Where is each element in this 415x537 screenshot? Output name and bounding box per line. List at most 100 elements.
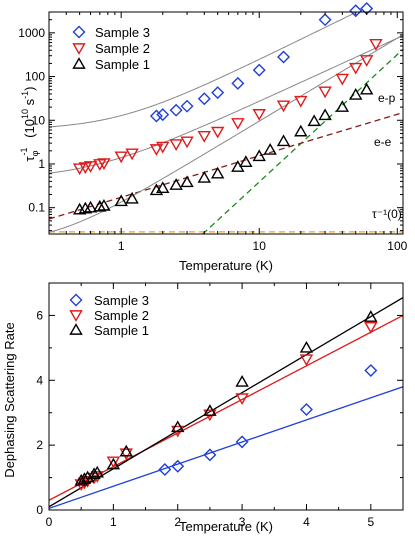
top-legend-marker-1 xyxy=(72,43,86,55)
bottom-ytick-label: 4 xyxy=(36,373,43,387)
bottom-plot-frame xyxy=(48,282,404,511)
top-y-units-s-exp: -1 xyxy=(20,91,30,99)
top-y-units-close: ) xyxy=(22,87,37,91)
top-y-symbol-sub: φ xyxy=(30,150,40,156)
top-point-s1-13 xyxy=(231,118,245,130)
top-point-s0-9 xyxy=(318,13,332,27)
bottom-point-s2-9 xyxy=(235,374,249,387)
top-point-s2-17 xyxy=(276,134,291,147)
top-point-s1-2 xyxy=(83,161,98,173)
top-point-s2-10 xyxy=(180,175,194,188)
bottom-legend-marker-1 xyxy=(69,310,83,322)
top-reference-lines xyxy=(49,48,403,234)
top-point-s1-4 xyxy=(97,158,111,170)
bottom-xtick-label: 5 xyxy=(367,515,374,529)
top-point-s2-14 xyxy=(239,155,253,167)
top-xtick-label: 100 xyxy=(387,239,407,253)
top-point-s2-8 xyxy=(156,181,170,193)
bottom-ytick-label: 2 xyxy=(36,438,43,452)
top-legend-label-1: Sample 2 xyxy=(95,41,150,56)
top-point-s2-20 xyxy=(318,108,332,121)
bottom-xtick-label: 4 xyxy=(303,515,310,529)
top-point-s1-9 xyxy=(169,139,183,152)
top-legend-marker-2 xyxy=(72,57,86,69)
bottom-xtick-label: 3 xyxy=(239,515,246,529)
top-point-s2-18 xyxy=(294,124,308,137)
bottom-point-s2-1 xyxy=(77,472,92,485)
bottom-point-s2-3 xyxy=(87,467,101,480)
top-point-s1-6 xyxy=(125,148,139,161)
bottom-ytick-label: 6 xyxy=(36,308,43,322)
bottom-axis-ticks: 0 1 2 3 4 5 0 2 4 6 xyxy=(36,283,403,529)
top-point-s0-3 xyxy=(180,99,194,113)
bottom-point-s0-1 xyxy=(171,459,185,473)
top-point-s0-4 xyxy=(197,92,211,106)
top-point-s2-16 xyxy=(263,142,277,155)
bottom-point-s1-10 xyxy=(299,354,314,367)
bottom-point-s2-5 xyxy=(106,457,121,470)
bottom-legend-label-1: Sample 2 xyxy=(94,308,149,323)
top-point-s2-5 xyxy=(114,194,128,207)
top-point-s0-10 xyxy=(349,4,363,18)
top-point-s2-11 xyxy=(197,170,212,183)
reference-line-1 xyxy=(49,111,403,220)
bottom-ytick-label: 0 xyxy=(36,503,43,517)
top-ytick-label: 100 xyxy=(25,70,45,84)
top-point-s2-22 xyxy=(349,88,363,100)
top-point-s1-7 xyxy=(149,144,164,156)
bottom-point-s2-7 xyxy=(171,420,185,433)
top-axis-ticks: 1 10 100 0.1 1 10 100 1000 xyxy=(18,11,408,253)
bottom-fit-line-2 xyxy=(49,297,403,508)
bottom-fit-line-1 xyxy=(49,314,403,501)
bottom-point-s1-9 xyxy=(235,393,249,406)
top-reference-labels: e-p e-e τ⁻¹(0) xyxy=(372,91,402,221)
top-legend-label-2: Sample 1 xyxy=(95,57,150,72)
top-point-s0-5 xyxy=(211,86,225,100)
top-point-s1-0 xyxy=(72,163,87,176)
top-y-units-s: s xyxy=(22,98,37,109)
top-y-units-exp: 10 xyxy=(20,109,30,119)
top-point-s1-14 xyxy=(252,109,266,121)
top-point-s2-4 xyxy=(97,198,111,211)
bottom-point-s0-3 xyxy=(235,435,249,449)
top-x-axis-label: Temperature (K) xyxy=(179,258,273,273)
bottom-point-s2-0 xyxy=(74,473,88,486)
shared-y-axis-label: Dephasing Scattering Rate xyxy=(2,322,17,477)
bottom-point-s1-11 xyxy=(364,321,378,334)
bottom-xtick-label: 2 xyxy=(174,515,181,529)
top-point-s2-21 xyxy=(335,100,350,112)
top-point-s1-8 xyxy=(156,141,170,154)
bottom-point-s0-2 xyxy=(203,448,217,462)
top-point-s2-2 xyxy=(83,200,98,213)
top-ytick-label: 0.1 xyxy=(28,201,45,215)
top-xtick-label: 1 xyxy=(118,239,125,253)
bottom-x-axis-label: Temperature (K) xyxy=(179,519,273,534)
top-ytick-label: 1000 xyxy=(18,26,45,40)
bottom-data-points xyxy=(74,310,378,491)
svg-text:τφ-1 (1010 s-1): τφ-1 (1010 s-1) xyxy=(19,87,40,162)
top-point-s0-1 xyxy=(156,108,170,122)
tau0-label: τ⁻¹(0) xyxy=(372,207,402,221)
bottom-legend-label-0: Sample 3 xyxy=(94,293,149,308)
bottom-point-s2-6 xyxy=(119,444,133,457)
top-point-s0-0 xyxy=(149,109,163,123)
top-point-s2-23 xyxy=(359,82,374,95)
top-point-s2-15 xyxy=(252,149,266,162)
top-point-s1-12 xyxy=(210,126,225,139)
top-point-s2-12 xyxy=(210,166,225,179)
top-ytick-label: 10 xyxy=(32,113,46,127)
top-y-symbol-sup: -1 xyxy=(19,147,29,155)
top-point-s1-3 xyxy=(93,159,107,171)
top-point-s1-15 xyxy=(276,100,291,113)
top-point-s1-19 xyxy=(349,62,363,75)
bottom-fit-lines xyxy=(49,297,403,509)
top-legend-marker-0 xyxy=(72,25,86,39)
top-y-units-open: (10 xyxy=(22,119,37,138)
top-point-s1-10 xyxy=(180,136,194,149)
bottom-point-s0-4 xyxy=(299,402,313,416)
bottom-xtick-label: 1 xyxy=(110,515,117,529)
bottom-point-s1-5 xyxy=(106,456,121,469)
top-point-s0-7 xyxy=(252,63,266,77)
